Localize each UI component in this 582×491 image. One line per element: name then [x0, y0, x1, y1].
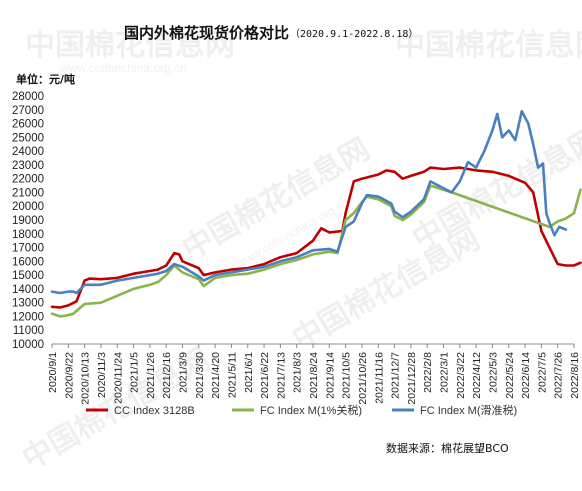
x-tick-label: 2021/1/5: [129, 352, 141, 393]
x-tick-label: 2021/9/14: [324, 352, 336, 399]
plot-area: [50, 109, 582, 318]
x-tick-label: 2021/12/7: [390, 352, 402, 399]
y-tick-label: 15000: [12, 270, 44, 282]
x-tick-label: 2020/11/24: [112, 352, 124, 404]
x-tick-label: 2021/3/30: [194, 352, 206, 399]
legend: CC Index 3128B FC Index M(1%关税) FC Index M…: [86, 403, 517, 417]
y-tick-label: 13000: [12, 298, 44, 310]
y-tick-label: 24000: [12, 146, 44, 158]
y-tick-label: 26000: [12, 119, 44, 131]
x-tick-label: 2022/7/5: [536, 352, 548, 393]
watermark-text: 中国棉花信息网: [395, 28, 582, 63]
x-tick-label: 2020/11/3: [96, 352, 108, 398]
unit-label: 单位：元/吨: [16, 72, 75, 86]
series-line-2: [50, 184, 582, 318]
watermark-text: 中国棉花信息网: [287, 222, 486, 357]
x-axis: 2020/9/1 2020/9/22 2020/10/13 2020/11/3 2020…: [47, 343, 581, 405]
watermark-text: 中国棉花信息网: [407, 122, 582, 257]
x-tick-label: 2021/8/3: [292, 352, 304, 393]
y-tick-label: 27000: [12, 105, 44, 117]
legend-label: FC Index M(滑准税): [420, 403, 517, 417]
x-tick-label: 2022/6/14: [520, 352, 532, 399]
y-tick-label: 28000: [12, 91, 44, 103]
x-tick-label: 2021/4/20: [210, 352, 222, 399]
series-line-3: [50, 109, 568, 295]
x-tick-label: 2022/8/16: [569, 352, 581, 399]
y-tick-label: 11000: [13, 325, 44, 337]
legend-label: FC Index M(1%关税): [260, 403, 362, 417]
y-tick-label: 22000: [12, 174, 44, 186]
x-tick-label: 2022/2/8: [422, 352, 434, 393]
x-tick-label: 2021/6/22: [259, 352, 271, 399]
y-tick-label: 14000: [12, 284, 44, 296]
y-tick-label: 17000: [12, 243, 44, 255]
x-tick-label: 2021/1/26: [145, 352, 157, 399]
x-tick-label: 2021/5/11: [226, 352, 238, 398]
y-tick-label: 25000: [12, 132, 44, 144]
watermark-url: www.cottonchina.org.cn: [59, 61, 187, 75]
legend-label: CC Index 3128B: [114, 405, 195, 417]
x-tick-label: 2021/6/1: [243, 352, 255, 393]
series-line-1: [50, 166, 582, 309]
y-tick-label: 21000: [12, 187, 44, 199]
data-source: 数据来源：棉花展望BCO: [386, 441, 509, 455]
x-tick-label: 2021/12/28: [406, 352, 418, 405]
x-tick-label: 2021/7/13: [275, 352, 287, 399]
y-tick-label: 12000: [12, 311, 44, 323]
x-tick-label: 2020/9/22: [63, 352, 75, 399]
y-tick-label: 10000: [12, 339, 44, 351]
x-tick-label: 2022/5/3: [487, 352, 499, 393]
x-tick-label: 2021/2/16: [161, 352, 173, 399]
y-tick-label: 20000: [12, 201, 44, 213]
x-tick-label: 2020/10/13: [80, 352, 92, 405]
x-tick-label: 2021/11/16: [373, 352, 385, 404]
x-tick-label: 2021/10/26: [357, 352, 369, 405]
y-tick-label: 19000: [12, 215, 44, 227]
y-tick-label: 23000: [12, 160, 44, 172]
x-tick-label: 2022/3/22: [455, 352, 467, 399]
x-tick-label: 2021/3/9: [178, 352, 190, 393]
x-tick-label: 2022/4/12: [471, 352, 483, 399]
chart-subtitle: （2020.9.1-2022.8.18）: [290, 28, 418, 40]
y-tick-label: 16000: [12, 256, 44, 268]
x-tick-label: 2021/8/24: [308, 352, 320, 399]
y-tick-label: 18000: [12, 229, 44, 241]
x-tick-label: 2022/3/1: [439, 352, 451, 393]
chart-title: 国内外棉花现货价格对比: [124, 24, 289, 42]
watermark-text: 中国棉花信息网: [25, 28, 235, 63]
x-tick-label: 2020/9/1: [47, 352, 59, 393]
x-tick-label: 2022/7/26: [553, 352, 565, 399]
x-tick-label: 2021/10/5: [341, 352, 353, 399]
x-tick-label: 2022/5/24: [504, 352, 516, 399]
